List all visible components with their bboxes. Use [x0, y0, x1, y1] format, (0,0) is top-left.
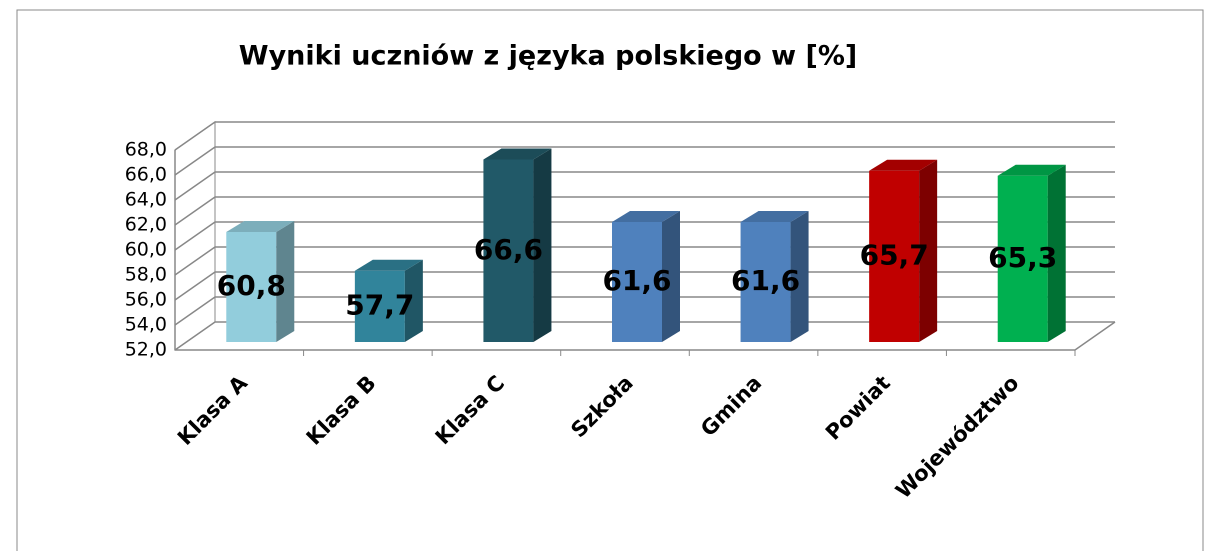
bar-side	[662, 211, 680, 342]
y-tick-label: 52,0	[125, 339, 167, 361]
bar	[740, 222, 791, 342]
grid-line	[174, 196, 1115, 226]
bar	[612, 222, 662, 342]
value-label: 65,7	[860, 238, 929, 271]
y-tick-label: 56,0	[125, 289, 167, 311]
y-tick-label: 62,0	[125, 214, 167, 236]
grid-line	[174, 221, 1115, 251]
value-label: 66,6	[474, 233, 543, 266]
bar-top	[354, 259, 423, 271]
bar	[483, 159, 534, 342]
bar-side	[1047, 164, 1066, 342]
grid-line	[174, 121, 1115, 151]
y-tick-label: 54,0	[125, 314, 167, 336]
bar-side	[404, 259, 423, 342]
bar-top	[483, 148, 552, 160]
bar	[226, 232, 277, 342]
chart-title: Wyniki uczniów z języka polskiego w [%]	[239, 41, 857, 72]
grid-line	[174, 271, 1115, 301]
bar	[869, 170, 920, 342]
grid-line	[174, 296, 1115, 326]
value-label: 57,7	[345, 288, 414, 321]
value-label: 61,6	[602, 264, 671, 297]
y-tick-label: 64,0	[125, 189, 167, 211]
y-tick-label: 60,0	[125, 239, 167, 261]
grid-line	[174, 171, 1115, 201]
y-tick-label: 58,0	[125, 264, 167, 286]
bar-top	[226, 221, 295, 232]
value-label: 61,6	[731, 264, 800, 297]
bar-top	[997, 164, 1066, 176]
grid-line	[174, 246, 1115, 276]
y-tick-label: 68,0	[125, 139, 167, 161]
bar	[354, 270, 405, 342]
bar-top	[869, 159, 938, 171]
bar-side	[276, 221, 295, 342]
bar-side	[533, 148, 552, 342]
value-label: 65,3	[988, 241, 1057, 274]
grid-line	[174, 146, 1115, 176]
y-tick-label: 66,0	[125, 164, 167, 186]
bar-top	[740, 211, 809, 222]
bar	[997, 175, 1048, 342]
bar-side	[790, 211, 809, 342]
bar-side	[919, 159, 938, 342]
grid-line	[174, 321, 1115, 351]
bar-top	[612, 211, 680, 222]
value-label: 60,8	[217, 269, 286, 302]
